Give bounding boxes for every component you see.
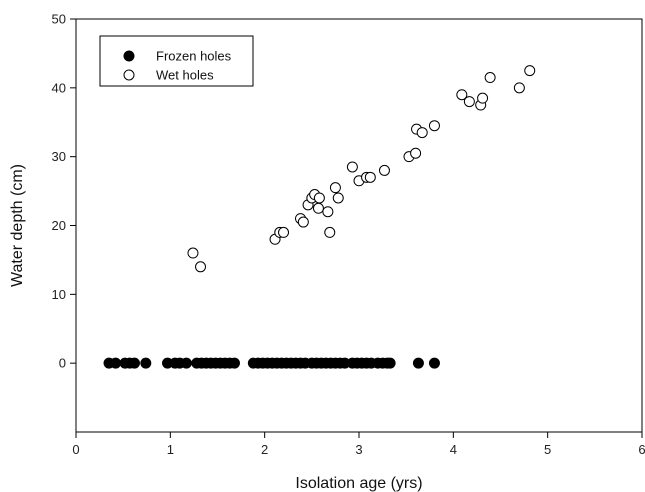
wet-hole-point [513,82,525,94]
wet-hole-point [313,192,325,204]
frozen-hole-point [412,357,424,369]
x-tick-label: 4 [450,442,457,457]
wet-hole-point [484,72,496,84]
y-tick-label: 0 [59,356,66,371]
y-tick-label: 30 [52,149,66,164]
legend-label-wet-holes: Wet holes [156,68,214,83]
wet-hole-point [278,226,290,238]
wet-hole-point [329,182,341,194]
x-tick-label: 6 [638,442,645,457]
wet-hole-point [322,206,334,218]
frozen-hole-point [180,357,192,369]
legend-label-frozen-holes: Frozen holes [156,49,232,64]
wet-hole-point [463,96,475,108]
y-axis-title: Water depth (cm) [9,164,26,287]
wet-hole-point [195,261,207,273]
frozen-hole-point [128,357,140,369]
wet-hole-point [378,164,390,176]
frozen-hole-point [140,357,152,369]
x-tick-label: 3 [355,442,362,457]
x-tick-label: 0 [72,442,79,457]
wet-hole-point [187,247,199,259]
wet-hole-point [324,226,336,238]
x-tick-label: 5 [544,442,551,457]
y-tick-label: 20 [52,218,66,233]
wet-hole-point [428,120,440,132]
wet-hole-point [456,89,468,101]
frozen-hole-point [228,357,240,369]
x-axis-title: Isolation age (yrs) [295,475,422,492]
wet-hole-point [332,192,344,204]
wet-hole-point [312,202,324,214]
x-tick-label: 2 [261,442,268,457]
x-axis-ticks: 0 1 2 3 4 5 6 [72,432,645,457]
legend-marker-frozen-holes [123,50,135,62]
data-points [103,65,536,369]
legend: Frozen holes Wet holes [99,35,254,87]
x-tick-label: 1 [167,442,174,457]
y-tick-label: 10 [52,287,66,302]
wet-hole-point [410,147,422,159]
legend-marker-wet-holes [123,69,135,81]
wet-hole-point [477,92,489,104]
frozen-hole-point [384,357,396,369]
y-axis-ticks: 0 10 20 30 40 50 [52,12,76,371]
y-tick-label: 50 [52,12,66,27]
wet-hole-point [297,216,309,228]
wet-hole-point [364,171,376,183]
wet-hole-point [524,65,536,77]
frozen-hole-point [428,357,440,369]
y-tick-label: 40 [52,80,66,95]
wet-hole-point [416,127,428,139]
wet-hole-point [346,161,358,173]
frozen-hole-point [110,357,122,369]
